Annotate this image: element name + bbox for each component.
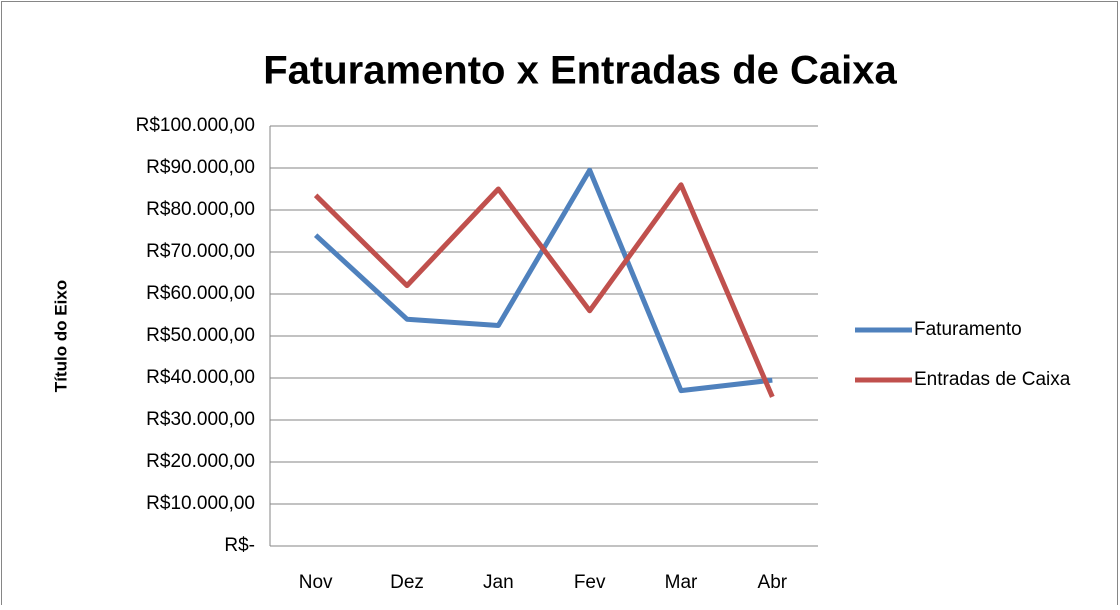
y-tick-label: R$70.000,00 bbox=[146, 241, 255, 262]
x-tick-label: Jan bbox=[483, 572, 514, 593]
chart-title: Faturamento x Entradas de Caixa bbox=[263, 49, 897, 93]
y-tick-label: R$90.000,00 bbox=[146, 157, 255, 178]
y-tick-label: R$100.000,00 bbox=[136, 115, 255, 136]
x-tick-label: Fev bbox=[574, 572, 606, 593]
y-tick-label: R$50.000,00 bbox=[146, 325, 255, 346]
series-line bbox=[313, 182, 775, 398]
y-axis-label: Título do Eixo bbox=[51, 280, 70, 392]
y-tick-label: R$80.000,00 bbox=[146, 199, 255, 220]
legend-label: Faturamento bbox=[914, 319, 1022, 340]
x-tick-label: Mar bbox=[665, 572, 698, 593]
x-tick-label: Nov bbox=[299, 572, 333, 593]
y-tick-label: R$40.000,00 bbox=[146, 367, 255, 388]
y-tick-label: R$60.000,00 bbox=[146, 283, 255, 304]
y-tick-label: R$- bbox=[224, 535, 255, 556]
y-tick-label: R$30.000,00 bbox=[146, 409, 255, 430]
x-tick-label: Abr bbox=[758, 572, 788, 593]
legend-label: Entradas de Caixa bbox=[914, 369, 1071, 390]
x-tick-label: Dez bbox=[390, 572, 424, 593]
y-tick-label: R$10.000,00 bbox=[146, 493, 255, 514]
y-tick-label: R$20.000,00 bbox=[146, 451, 255, 472]
